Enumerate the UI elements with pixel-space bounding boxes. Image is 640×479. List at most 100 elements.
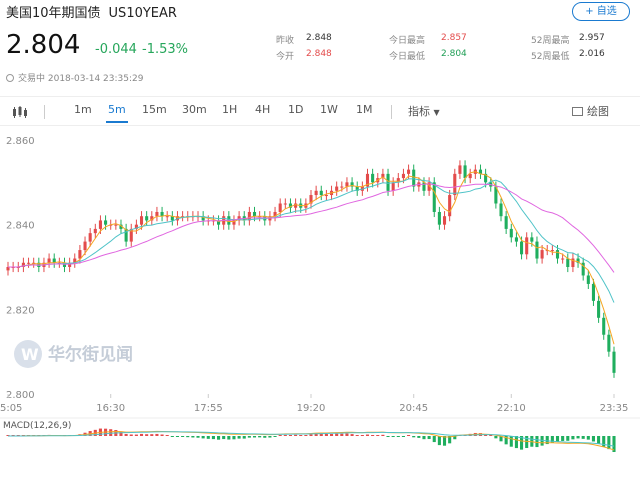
candle-body (232, 220, 236, 225)
candle-body (78, 250, 82, 259)
add-watchlist-button[interactable]: + 自选 (572, 2, 630, 21)
candle-body (278, 203, 282, 212)
tab-1mo[interactable]: 1M (356, 103, 373, 116)
macd-bar (494, 436, 498, 439)
macd-bar (227, 436, 231, 440)
tab-4h[interactable]: 4H (255, 103, 271, 116)
tab-30m[interactable]: 30m (182, 103, 207, 116)
candle-body (530, 237, 534, 242)
tab-15m[interactable]: 15m (142, 103, 167, 116)
candle-body (453, 173, 457, 196)
macd-bar (504, 436, 508, 445)
tab-1h[interactable]: 1H (222, 103, 238, 116)
macd-bar (396, 436, 400, 437)
candle-body (566, 258, 570, 267)
macd-bar (597, 436, 601, 444)
macd-bar (119, 431, 123, 436)
macd-bar (299, 435, 303, 436)
candle-body (345, 182, 349, 187)
candle-body (448, 195, 452, 217)
candle-body (576, 258, 580, 263)
candle-body (93, 228, 97, 234)
y-axis: 2.860 2.840 2.820 2.800 (6, 136, 35, 401)
caret-down-icon: ▼ (433, 108, 440, 117)
draw-label: 绘图 (587, 105, 609, 118)
candle-body (442, 216, 447, 225)
macd-bar (448, 436, 452, 444)
y-tick-label: 2.800 (6, 390, 35, 401)
macd-bar (365, 434, 370, 436)
macd-bar (217, 436, 221, 440)
ma-short-line (8, 171, 615, 345)
macd-bar (191, 436, 195, 438)
macd-bar (186, 436, 190, 438)
candle-body (273, 211, 277, 217)
x-tick-label: 17:55 (194, 403, 223, 414)
candle-body (602, 317, 606, 335)
last-price: 2.804 (6, 30, 81, 60)
x-tick-label: 20:45 (399, 403, 428, 414)
tab-1m[interactable]: 1m (74, 103, 92, 116)
candle-body (73, 258, 77, 263)
trading-status: 交易中 2018-03-14 23:35:29 (6, 71, 143, 84)
candle-body (591, 283, 595, 301)
candle-body (104, 220, 108, 225)
tab-1w[interactable]: 1W (320, 103, 338, 116)
candle-body (139, 216, 144, 225)
candle-body (509, 228, 513, 238)
candle-body (217, 220, 221, 225)
macd-bar (561, 436, 565, 441)
candle-body (422, 182, 426, 191)
stat-prev-close: 昨收 2.848 (276, 33, 332, 46)
candlestick-type-icon[interactable] (12, 106, 28, 118)
x-axis: 15:05 16:30 17:55 19:20 20:45 22:10 23:35 (0, 394, 628, 414)
macd-bar (401, 436, 405, 437)
macd-bar (345, 433, 349, 436)
macd-bar (412, 436, 416, 438)
macd-bar (350, 434, 354, 436)
macd-bar (525, 436, 529, 449)
macd-bar (211, 436, 215, 440)
macd-bar (571, 436, 575, 440)
candle-body (407, 169, 411, 174)
macd-bar (484, 434, 488, 436)
indicator-dropdown[interactable]: 指标 ▼ (408, 103, 440, 119)
candle-body (324, 195, 328, 197)
macd-bar (134, 434, 138, 436)
stat-52w-low: 52周最低 2.016 (531, 49, 605, 62)
tab-5m[interactable]: 5m (106, 103, 128, 123)
candle-body (165, 216, 169, 218)
candle-body (540, 250, 544, 259)
macd-bar (109, 429, 113, 436)
trading-status-text: 交易中 2018-03-14 23:35:29 (18, 74, 144, 84)
x-tick-label: 22:10 (497, 403, 526, 414)
tab-1d[interactable]: 1D (288, 103, 304, 116)
x-tick-label: 15:05 (0, 403, 22, 414)
macd-bar (376, 435, 380, 436)
candle-body (32, 262, 36, 264)
macd-bar (129, 434, 133, 436)
macd-bar (170, 436, 174, 437)
draw-button[interactable]: 绘图 (572, 103, 609, 119)
macd-bar (335, 433, 339, 436)
candle-body (47, 258, 51, 263)
macd-bar (381, 434, 385, 436)
candle-body (494, 186, 498, 204)
macd-bar (514, 436, 518, 449)
candle-body (468, 173, 472, 179)
y-tick-label: 2.840 (6, 221, 35, 232)
macd-bar (371, 435, 375, 436)
macd-bar (607, 436, 611, 450)
candle-body (484, 173, 488, 183)
candle-body (381, 173, 385, 179)
candle-body (150, 216, 154, 221)
macd-bar (283, 434, 287, 436)
macd-bar (550, 436, 554, 443)
candle-body (201, 216, 205, 221)
macd-bar (237, 436, 241, 439)
candle-body (68, 262, 72, 267)
candle-body (561, 258, 565, 260)
stat-day-low: 今日最低 2.804 (389, 49, 467, 62)
stat-value: 2.848 (306, 49, 332, 59)
